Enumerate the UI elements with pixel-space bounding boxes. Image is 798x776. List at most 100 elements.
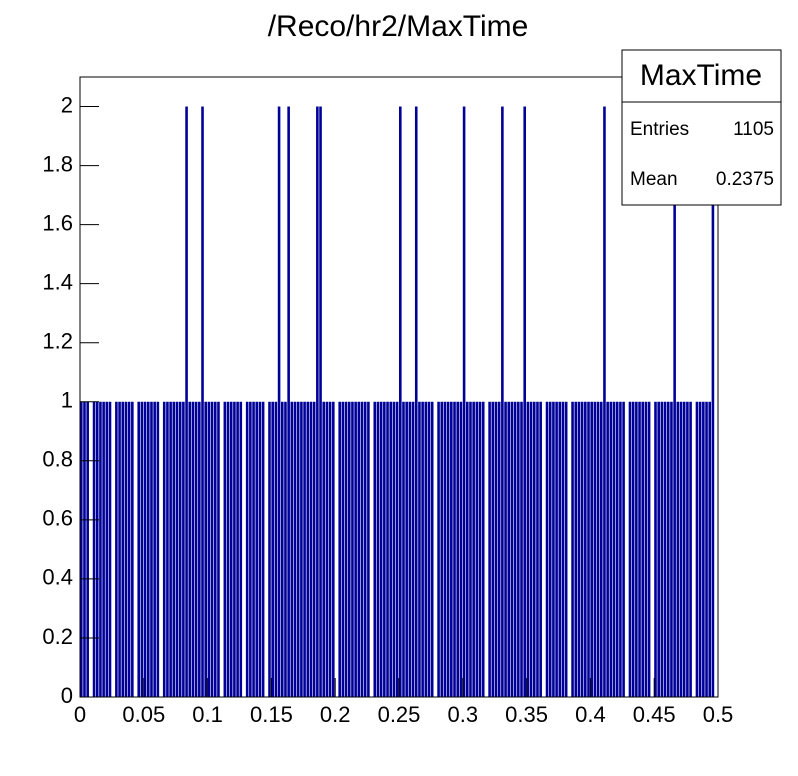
bar [497,401,501,697]
bar [386,401,389,697]
stats-mean: 0.2375 [716,169,774,190]
x-tick-label: 0.15 [250,702,293,727]
bar [421,401,424,697]
bar [239,401,243,697]
bar [612,401,616,697]
bar [373,401,377,697]
bar [296,401,300,697]
bar [536,401,539,697]
bar [654,401,657,697]
bar [363,401,367,697]
bar [162,401,166,697]
bar [360,401,364,697]
stats-entries-label: Entries [630,119,689,140]
bar [599,401,603,697]
x-tick-label: 0.5 [703,702,734,727]
x-tick-label: 0.1 [192,702,223,727]
bar [395,401,399,697]
bar [290,401,294,697]
bar [532,401,536,697]
bar [169,401,172,697]
bar [127,401,131,697]
bar [641,401,645,697]
bar [628,401,632,697]
bar [354,401,357,697]
bar [80,401,83,697]
bar [702,401,705,697]
bar [379,401,383,697]
bar [287,106,290,698]
bar [83,401,86,697]
bar [663,401,667,697]
stats-entries: 1105 [733,119,774,140]
bar [293,401,297,697]
bar [539,401,542,697]
bar [708,401,712,697]
bar [606,401,609,697]
bar [676,401,680,697]
bar [475,401,479,697]
bar [351,401,354,697]
chart-title: /Reco/hr2/MaxTime [268,10,529,43]
bar [312,401,316,697]
bar [268,401,271,697]
bar [673,106,676,698]
bar [705,401,708,697]
bar [178,401,182,697]
bar [529,401,533,697]
bar [469,401,472,697]
bar [555,401,558,697]
bar [325,401,329,697]
bar [284,401,287,697]
bar [440,401,444,697]
bar [316,106,319,698]
bar [166,401,169,697]
bar [462,106,466,698]
bar [300,401,303,697]
bar [236,401,239,697]
bar [207,401,211,697]
bar [488,401,491,697]
bar [399,106,402,698]
y-tick-label: 2 [61,92,73,117]
bar [271,401,274,697]
bar [465,401,469,697]
bar [198,401,201,697]
bar [274,401,278,697]
bar [638,401,641,697]
x-tick-label: 0.25 [378,702,421,727]
bar [223,401,227,697]
bar [150,401,153,697]
bar [510,401,514,697]
bar [338,401,341,697]
bar [249,401,252,697]
bar [392,401,396,697]
bar [344,401,348,697]
bar [670,401,673,697]
bar [430,401,434,697]
bar [229,401,233,697]
bar [615,401,619,697]
bar [245,401,249,697]
bar [194,401,198,697]
bar [481,401,485,697]
bar [188,401,192,697]
bar [277,106,281,698]
bar [504,401,507,697]
x-tick-label: 0.2 [320,702,351,727]
bar [118,401,121,697]
bar [213,401,217,697]
bar [574,401,578,697]
y-tick-label: 1.4 [42,269,73,294]
bar [520,401,523,697]
bar [86,401,89,697]
stats-box: MaxTime Entries 1105 Mean 0.2375 [621,49,782,206]
bar [472,401,475,697]
bar [580,401,584,697]
y-tick-label: 1.6 [42,210,73,235]
bar [143,401,147,697]
bar [631,401,635,697]
bar [603,106,606,698]
bar [711,106,715,698]
bar [201,106,204,698]
